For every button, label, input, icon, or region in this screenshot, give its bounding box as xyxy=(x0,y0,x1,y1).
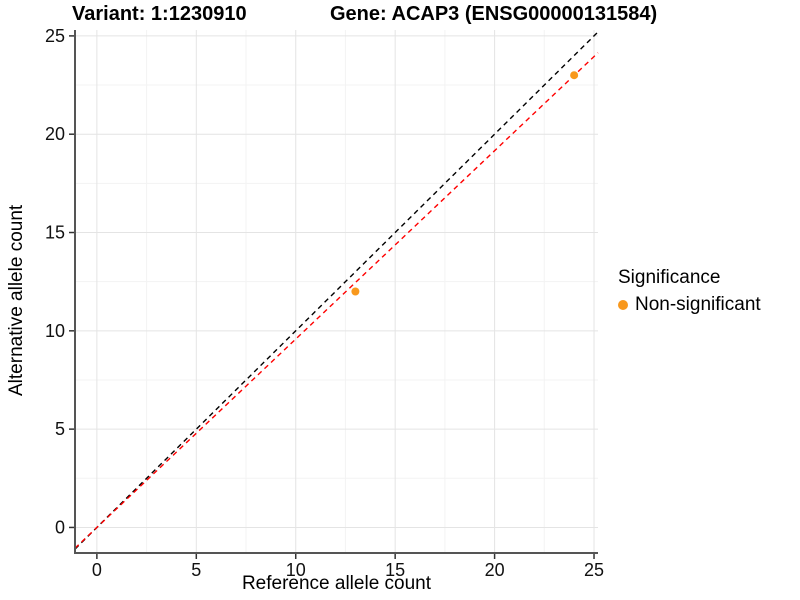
x-axis-title: Reference allele count xyxy=(241,573,432,594)
y-tick-label: 15 xyxy=(45,223,65,243)
x-tick-label: 20 xyxy=(485,560,505,580)
plot-title-variant: Variant: 1:1230910 xyxy=(72,3,247,25)
y-tick-label: 10 xyxy=(45,321,65,341)
x-tick-label: 5 xyxy=(191,560,201,580)
y-tick-label: 20 xyxy=(45,124,65,144)
identity-line xyxy=(74,31,599,550)
data-point xyxy=(570,71,579,80)
y-axis-title: Alternative allele count xyxy=(6,204,27,396)
y-tick-label: 25 xyxy=(45,26,65,46)
x-tick-label: 10 xyxy=(286,560,306,580)
x-tick-label: 0 xyxy=(92,560,102,580)
legend-entry-label: Non-significant xyxy=(635,294,761,315)
legend-entry: Non-significant xyxy=(618,294,761,316)
y-tick-label: 0 xyxy=(55,517,65,537)
legend-key-dot xyxy=(618,300,628,310)
legend-entries: Non-significant xyxy=(618,294,761,316)
plot-title-gene: Gene: ACAP3 (ENSG00000131584) xyxy=(330,3,658,25)
x-tick-label: 25 xyxy=(584,560,604,580)
legend-title: Significance xyxy=(618,267,721,288)
legend: Significance Non-significant xyxy=(618,267,761,316)
data-point xyxy=(351,287,360,296)
y-tick-label: 5 xyxy=(55,419,65,439)
fit-line xyxy=(74,52,599,549)
x-tick-label: 15 xyxy=(385,560,405,580)
